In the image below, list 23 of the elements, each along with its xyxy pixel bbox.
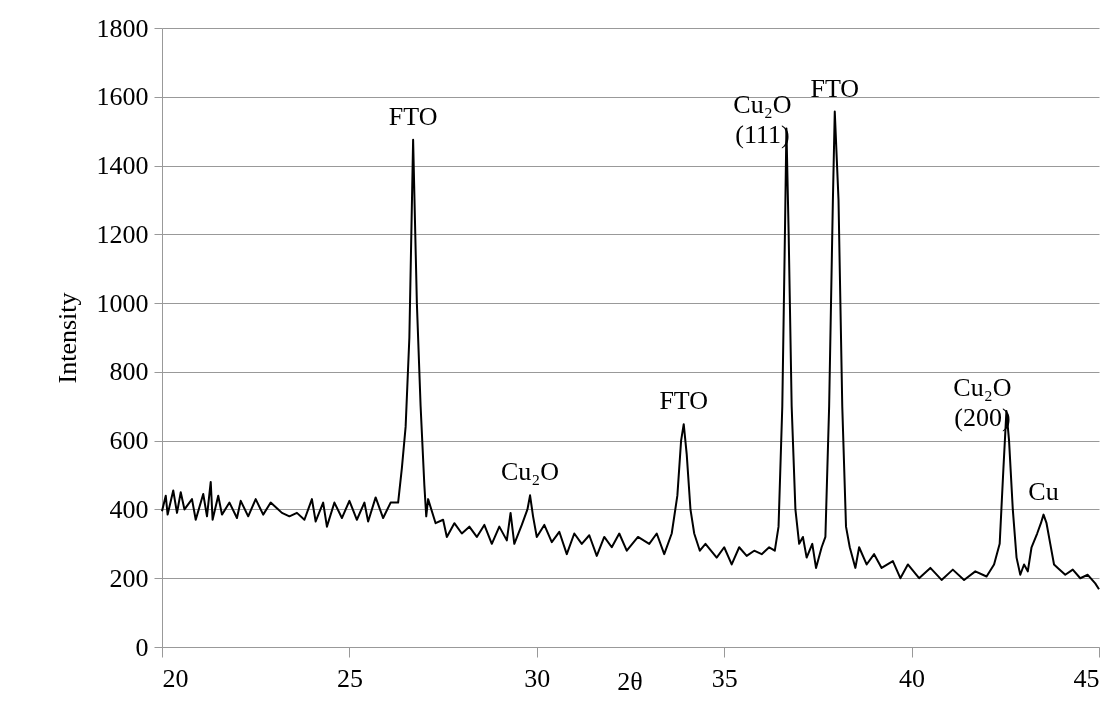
x-tick-label: 35: [711, 663, 738, 693]
y-tick-label: 1800: [96, 13, 149, 43]
annotation: Cu₂O: [500, 457, 560, 487]
x-tick-label: 45: [1073, 663, 1100, 693]
y-tick-label: 1600: [96, 82, 149, 112]
y-tick-label: 1200: [96, 219, 149, 249]
y-axis-title: Intensity: [52, 292, 82, 384]
y-tick-label: 200: [109, 563, 149, 593]
annotation: FTO: [810, 73, 860, 103]
y-tick-label: 600: [109, 426, 149, 456]
x-axis-title: 2θ: [617, 666, 643, 696]
annotation: FTO: [388, 101, 438, 131]
x-tick-label: 30: [524, 663, 551, 693]
x-tick-label: 25: [336, 663, 363, 693]
y-tick-label: 400: [109, 494, 149, 524]
y-tick-label: 1000: [96, 288, 149, 318]
y-tick-label: 0: [135, 632, 149, 662]
y-tick-label: 800: [109, 357, 149, 387]
y-tick-label: 1400: [96, 151, 149, 181]
x-tick-label: 20: [162, 663, 189, 693]
annotation: FTO: [659, 386, 709, 416]
x-tick-label: 40: [899, 663, 926, 693]
annotation: Cu: [1028, 476, 1059, 506]
